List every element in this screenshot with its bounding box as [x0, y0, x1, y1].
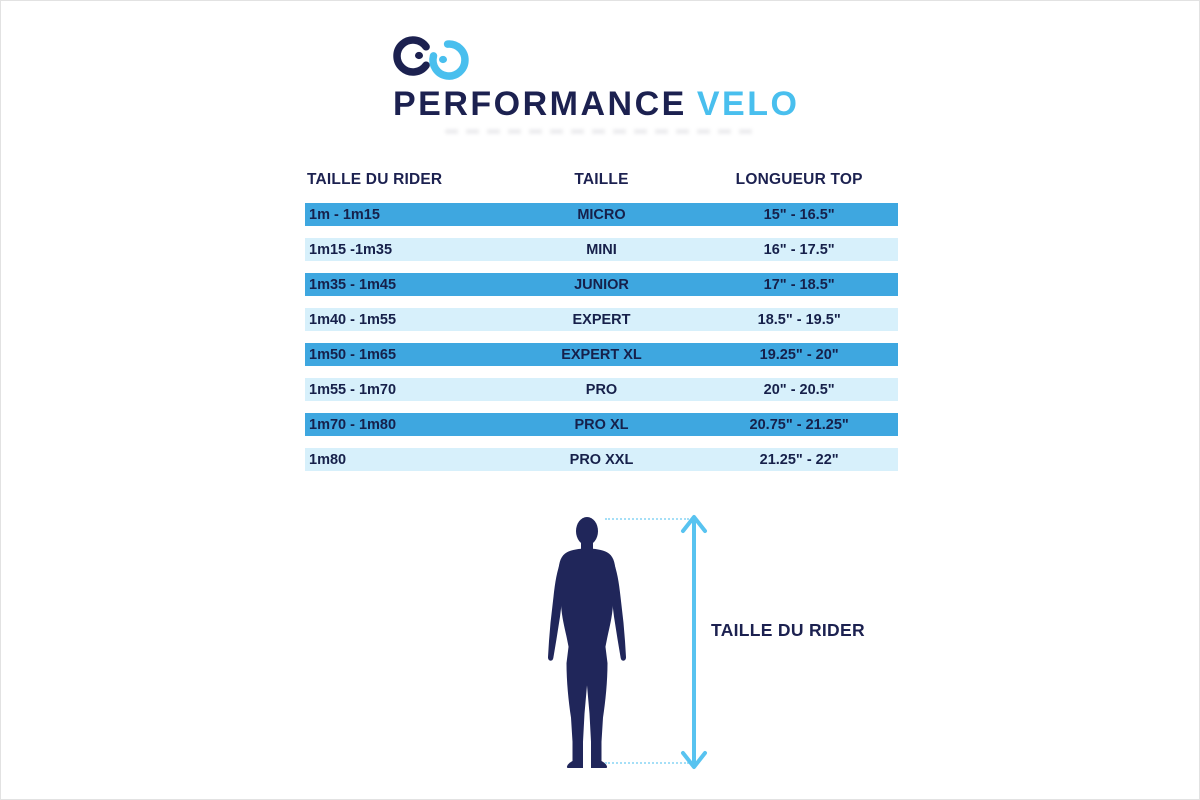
cell-size: PRO XL	[574, 416, 629, 433]
cell-top-length: 18.5" - 19.5"	[757, 311, 841, 328]
table-row: 1m70 - 1m80 PRO XL 20.75" - 21.25"	[305, 413, 898, 436]
cell-size: JUNIOR	[574, 276, 629, 293]
cell-size: PRO	[585, 381, 618, 398]
cell-rider-height: 1m50 - 1m65	[309, 346, 397, 363]
cell-top-length: 21.25" - 22"	[759, 451, 839, 468]
cell-rider-height: 1m80	[309, 451, 347, 468]
cell-top-length: 15" - 16.5"	[763, 206, 835, 223]
table-row: 1m - 1m15 MICRO 15" - 16.5"	[305, 203, 898, 226]
cell-top-length: 16" - 17.5"	[763, 241, 835, 258]
cell-top-length: 20.75" - 21.25"	[749, 416, 849, 433]
brand-logo: PERFORMANCE VELO	[393, 35, 813, 134]
cell-size: PRO XXL	[569, 451, 634, 468]
table-row: 1m15 -1m35 MINI 16" - 17.5"	[305, 238, 898, 261]
brand-name-secondary: VELO	[696, 85, 800, 123]
cell-size: MINI	[586, 241, 617, 258]
table-row: 1m35 - 1m45 JUNIOR 17" - 18.5"	[305, 273, 898, 296]
brand-name: PERFORMANCE VELO	[393, 87, 799, 121]
size-chart-table: TAILLE DU RIDER TAILLE LONGUEUR TOP 1m -…	[305, 169, 898, 471]
head-level-dotted-line	[605, 518, 689, 520]
header-top-length: LONGUEUR TOP	[735, 171, 863, 188]
vertical-double-arrow-icon	[681, 515, 707, 769]
header-rider-height: TAILLE DU RIDER	[307, 171, 443, 188]
faint-tagline-smudge	[445, 129, 755, 134]
table-row: 1m80 PRO XXL 21.25" - 22"	[305, 448, 898, 471]
feet-level-dotted-line	[605, 762, 689, 764]
table-row: 1m50 - 1m65 EXPERT XL 19.25" - 20"	[305, 343, 898, 366]
cell-rider-height: 1m35 - 1m45	[309, 276, 397, 293]
cell-rider-height: 1m - 1m15	[309, 206, 380, 223]
wheel-rings-icon	[393, 36, 469, 80]
table-header-row: TAILLE DU RIDER TAILLE LONGUEUR TOP	[305, 169, 898, 191]
cell-rider-height: 1m15 -1m35	[309, 241, 393, 258]
cell-top-length: 17" - 18.5"	[763, 276, 835, 293]
cell-rider-height: 1m40 - 1m55	[309, 311, 397, 328]
header-size: TAILLE	[574, 171, 629, 188]
cell-top-length: 20" - 20.5"	[763, 381, 835, 398]
cell-rider-height: 1m70 - 1m80	[309, 416, 397, 433]
cell-rider-height: 1m55 - 1m70	[309, 381, 397, 398]
rider-height-label: TAILLE DU RIDER	[711, 620, 865, 640]
table-row: 1m55 - 1m70 PRO 20" - 20.5"	[305, 378, 898, 401]
cell-top-length: 19.25" - 20"	[759, 346, 839, 363]
brand-name-primary: PERFORMANCE	[393, 85, 687, 123]
cell-size: EXPERT	[572, 311, 631, 328]
cell-size: EXPERT XL	[561, 346, 642, 363]
standing-rider-silhouette	[547, 517, 627, 768]
table-row: 1m40 - 1m55 EXPERT 18.5" - 19.5"	[305, 308, 898, 331]
cell-size: MICRO	[577, 206, 626, 223]
